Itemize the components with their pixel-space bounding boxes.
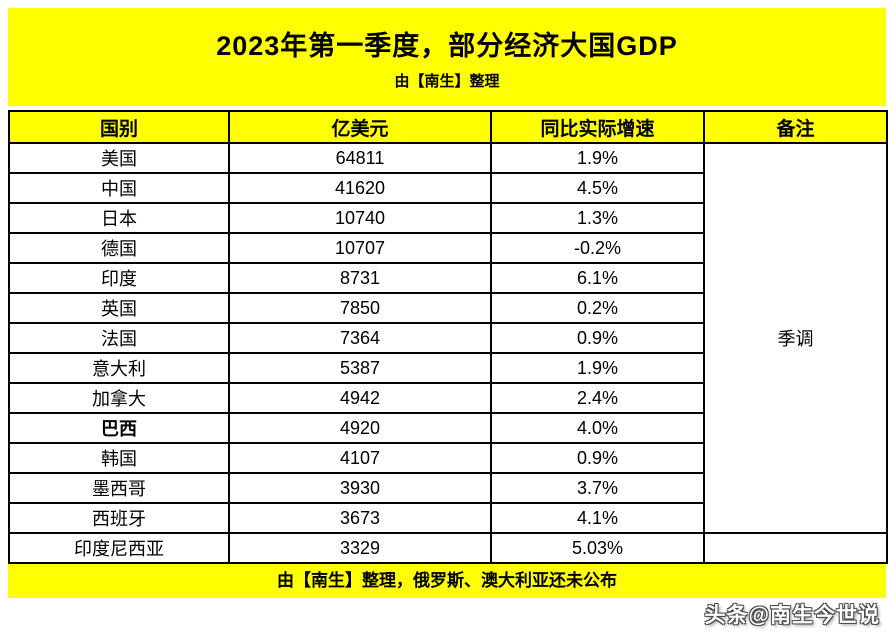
gdp-cell: 3329 bbox=[228, 532, 492, 564]
growth-cell: 2.4% bbox=[490, 382, 705, 414]
table-row: 墨西哥 3930 3.7% bbox=[8, 472, 887, 504]
country-cell: 中国 bbox=[8, 172, 230, 204]
footer-text: 由【南生】整理，俄罗斯、澳大利亚还未公布 bbox=[277, 571, 617, 590]
country-cell: 意大利 bbox=[8, 352, 230, 384]
gdp-cell: 4942 bbox=[228, 382, 492, 414]
table-row: 日本 10740 1.3% bbox=[8, 202, 887, 234]
country-cell: 韩国 bbox=[8, 442, 230, 474]
gdp-cell: 4107 bbox=[228, 442, 492, 474]
table-row: 印度尼西亚 3329 5.03% bbox=[8, 532, 888, 564]
table-row: 印度 8731 6.1% bbox=[8, 262, 887, 294]
growth-cell: 5.03% bbox=[490, 532, 705, 564]
gdp-cell: 10707 bbox=[228, 232, 492, 264]
table-row: 意大利 5387 1.9% bbox=[8, 352, 887, 384]
gdp-cell: 4920 bbox=[228, 412, 492, 444]
country-cell: 印度 bbox=[8, 262, 230, 294]
page-subtitle: 由【南生】整理 bbox=[394, 72, 500, 90]
table-row: 中国 41620 4.5% bbox=[8, 172, 887, 204]
header-country: 国别 bbox=[8, 110, 230, 144]
table-row: 西班牙 3673 4.1% bbox=[8, 502, 887, 534]
gdp-cell: 3930 bbox=[228, 472, 492, 504]
header-gdp: 亿美元 bbox=[228, 110, 492, 144]
growth-cell: -0.2% bbox=[490, 232, 705, 264]
country-cell: 美国 bbox=[8, 142, 230, 174]
growth-cell: 3.7% bbox=[490, 472, 705, 504]
growth-cell: 1.9% bbox=[490, 142, 705, 174]
gdp-cell: 8731 bbox=[228, 262, 492, 294]
country-cell: 印度尼西亚 bbox=[8, 532, 230, 564]
gdp-table: 国别 亿美元 同比实际增速 备注 美国 64811 1.9% 季调 中国 41620 4.5… bbox=[8, 110, 888, 564]
growth-cell: 0.9% bbox=[490, 442, 705, 474]
country-cell: 加拿大 bbox=[8, 382, 230, 414]
gdp-cell: 7850 bbox=[228, 292, 492, 324]
country-cell: 德国 bbox=[8, 232, 230, 264]
gdp-cell: 5387 bbox=[228, 352, 492, 384]
note-empty-cell bbox=[703, 532, 888, 564]
country-cell: 巴西 bbox=[8, 412, 230, 444]
growth-cell: 1.3% bbox=[490, 202, 705, 234]
table-header: 国别 亿美元 同比实际增速 备注 bbox=[8, 110, 888, 144]
country-cell: 英国 bbox=[8, 292, 230, 324]
growth-cell: 1.9% bbox=[490, 352, 705, 384]
table-row: 美国 64811 1.9% 季调 bbox=[8, 142, 888, 534]
table-body: 美国 64811 1.9% 季调 中国 41620 4.5% 日本 10740 1.3% 德国 107… bbox=[8, 142, 888, 564]
gdp-cell: 3673 bbox=[228, 502, 492, 534]
table-row: 德国 10707 -0.2% bbox=[8, 232, 887, 264]
table-row: 法国 7364 0.9% bbox=[8, 322, 887, 354]
gdp-cell: 7364 bbox=[228, 322, 492, 354]
gdp-cell: 64811 bbox=[228, 142, 492, 174]
gdp-cell: 41620 bbox=[228, 172, 492, 204]
watermark: 头条@南生今世说 bbox=[704, 604, 880, 627]
growth-cell: 4.0% bbox=[490, 412, 705, 444]
header-note: 备注 bbox=[703, 110, 888, 144]
growth-cell: 6.1% bbox=[490, 262, 705, 294]
title-banner: 2023年第一季度，部分经济大国GDP 由【南生】整理 bbox=[8, 8, 886, 106]
growth-cell: 0.9% bbox=[490, 322, 705, 354]
table-row: 英国 7850 0.2% bbox=[8, 292, 887, 324]
growth-cell: 4.1% bbox=[490, 502, 705, 534]
country-cell: 墨西哥 bbox=[8, 472, 230, 504]
table-row: 巴西 4920 4.0% bbox=[8, 412, 887, 444]
growth-cell: 0.2% bbox=[490, 292, 705, 324]
header-row: 国别 亿美元 同比实际增速 备注 bbox=[8, 110, 888, 144]
growth-cell: 4.5% bbox=[490, 172, 705, 204]
gdp-cell: 10740 bbox=[228, 202, 492, 234]
header-growth: 同比实际增速 bbox=[490, 110, 705, 144]
footer-banner: 由【南生】整理，俄罗斯、澳大利亚还未公布 bbox=[8, 564, 886, 598]
country-cell: 日本 bbox=[8, 202, 230, 234]
table-row: 韩国 4107 0.9% bbox=[8, 442, 887, 474]
country-cell: 西班牙 bbox=[8, 502, 230, 534]
note-merged-cell: 季调 bbox=[703, 142, 888, 534]
page-title: 2023年第一季度，部分经济大国GDP bbox=[216, 30, 678, 61]
table-row: 加拿大 4942 2.4% bbox=[8, 382, 887, 414]
country-cell: 法国 bbox=[8, 322, 230, 354]
